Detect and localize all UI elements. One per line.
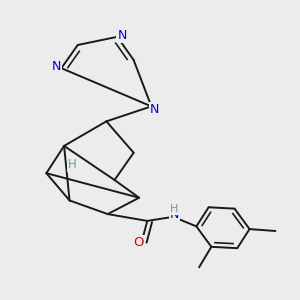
Text: H: H bbox=[170, 204, 179, 214]
Text: H: H bbox=[68, 158, 76, 172]
Text: N: N bbox=[170, 208, 179, 220]
Text: N: N bbox=[150, 103, 159, 116]
Text: O: O bbox=[133, 236, 144, 249]
Text: N: N bbox=[52, 60, 61, 73]
Text: N: N bbox=[118, 29, 127, 42]
